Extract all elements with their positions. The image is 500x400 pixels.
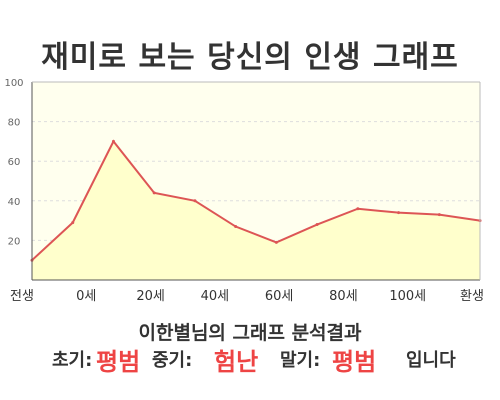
data-point [234,225,238,229]
data-point [71,221,75,225]
x-tick-label: 40세 [201,289,230,304]
middle-value: 험난 [214,348,259,376]
data-point [274,240,278,244]
y-tick-label: 80 [8,118,21,129]
x-tick-label: 0세 [76,289,96,304]
y-tick-label: 20 [8,236,21,247]
data-point [397,211,401,215]
middle-label: 중기: [152,350,193,371]
data-point [111,139,115,143]
x-tick-label: 전생 [10,289,34,304]
y-tick-label: 100 [4,78,23,89]
data-point [356,207,360,211]
x-tick-label: 20세 [136,289,165,304]
series-line [31,139,481,261]
area-fill [32,141,480,280]
early-value: 평범 [96,348,141,376]
early-label: 초기: [52,350,93,371]
late-label: 말기: [280,350,321,371]
data-point [152,191,156,195]
suffix-text: 입니다 [406,350,456,371]
x-tick-label: 60세 [265,289,294,304]
x-tick-label: 80세 [329,289,358,304]
y-tick-label: 40 [8,197,21,208]
data-point [437,213,441,217]
page-title: 재미로 보는 당신의 인생 그래프 [41,40,459,75]
late-value: 평범 [332,348,377,376]
data-point [193,199,197,203]
analysis-heading: 이한별님의 그래프 분석결과 [138,322,362,344]
x-tick-label: 100세 [389,289,426,304]
x-tick-label: 환생 [460,289,484,304]
data-point [315,223,319,227]
y-tick-label: 60 [8,157,21,168]
